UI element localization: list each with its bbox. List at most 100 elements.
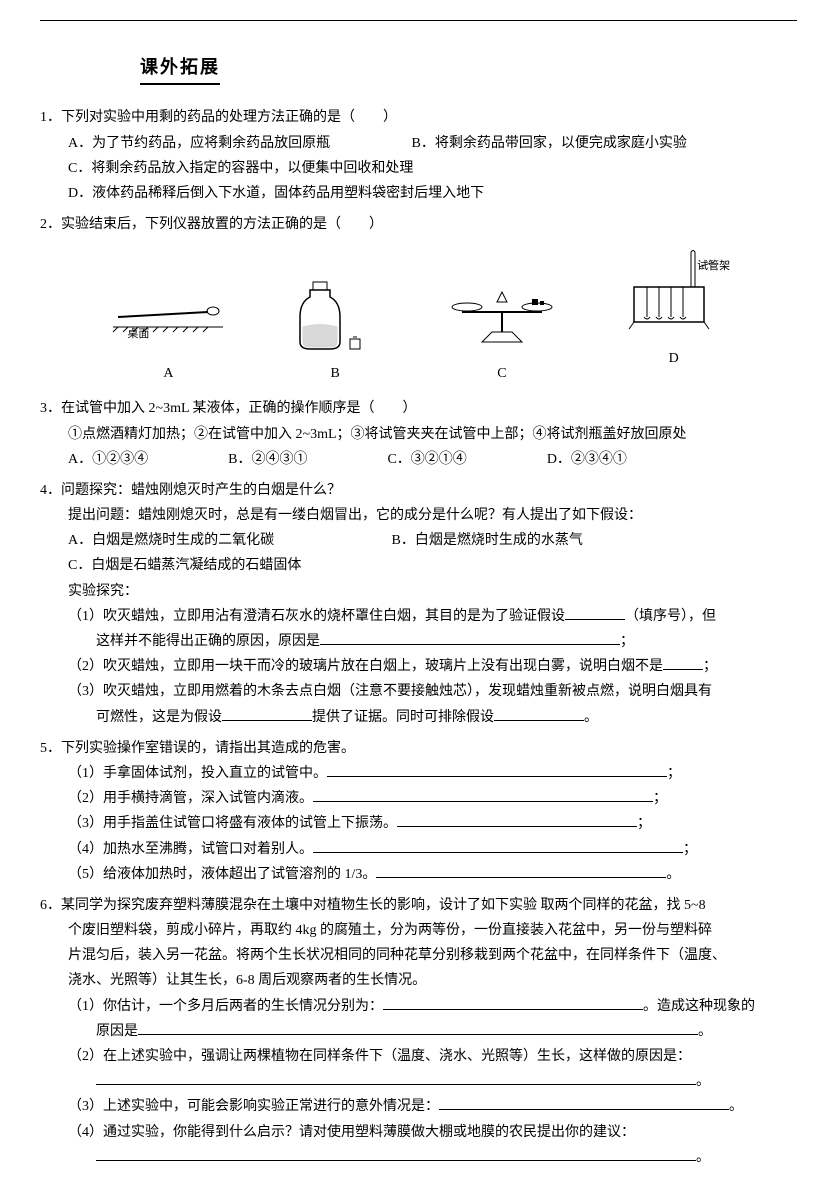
blank [313, 801, 653, 802]
q4-explore: 实验探究： [68, 579, 797, 604]
q4-s1b: （填序号），但 [625, 609, 716, 624]
q2-imgC: C [442, 277, 562, 386]
q1-optD: D．液体药品稀释后倒入下水道，固体药品用塑料袋密封后埋入地下 [68, 181, 797, 206]
q5-s2: （2）用手横持滴管，深入试管内滴液。 ； [68, 786, 797, 811]
q3-optA: A．①②③④ [68, 447, 148, 472]
q4-hyps: A．白烟是燃烧时生成的二氧化碳 B．白烟是燃烧时生成的水蒸气 [68, 528, 797, 553]
q4-stem: 4．问题探究：蜡烛刚熄灭时产生的白烟是什么？ [40, 478, 797, 503]
q4-propose: 提出问题：蜡烛刚熄灭时，总是有一缕白烟冒出，它的成分是什么呢？有人提出了如下假设… [68, 503, 797, 528]
q2-imgD: 试管架 D [619, 247, 729, 386]
blank [96, 1084, 696, 1085]
q1-optC: C．将剩余药品放入指定的容器中，以便集中回收和处理 [68, 156, 797, 181]
blank [313, 852, 683, 853]
q5-s4: （4）加热水至沸腾，试管口对着别人。； [68, 837, 797, 862]
q6-stem: 6．某同学为探究废弃塑料薄膜混杂在土壤中对植物生长的影响，设计了如下实验 取两个… [40, 893, 797, 918]
q4-sub1: （1）吹灭蜡烛，立即用沾有澄清石灰水的烧杯罩住白烟，其目的是为了验证假设（填序号… [68, 604, 797, 629]
blank [663, 669, 703, 670]
q2-labelD: D [619, 346, 729, 371]
q3-optD: D．②③④① [547, 447, 627, 472]
q5-s5: （5）给液体加热时，液体超出了试管溶剂的 1/3。 。 [68, 862, 797, 887]
blank [439, 1109, 729, 1110]
q1-optA: A．为了节约药品，应将剩余药品放回原瓶 [68, 131, 408, 156]
q6-s4a: （4）通过实验，你能得到什么启示？请对使用塑料薄膜做大棚或地膜的农民提出你的建议… [68, 1125, 635, 1140]
q5-stem: 5．下列实验操作室错误的，请指出其造成的危害。 [40, 736, 797, 761]
question-5: 5．下列实验操作室错误的，请指出其造成的危害。 （1）手拿固体试剂，投入直立的试… [40, 736, 797, 887]
bottle-icon [285, 277, 385, 357]
semi: ； [653, 791, 667, 806]
question-3: 3．在试管中加入 2~3mL 某液体，正确的操作顺序是（ ） ①点燃酒精灯加热；… [40, 396, 797, 472]
balance-icon [442, 277, 562, 357]
q6-s4b: 。 [96, 1145, 797, 1170]
period: 。 [696, 1150, 710, 1165]
blank [494, 720, 584, 721]
blank [222, 720, 312, 721]
q1-stem: 1．下列对实验中用剩的药品的处理方法正确的是（ ） [40, 105, 797, 130]
q4-hypA: A．白烟是燃烧时生成的二氧化碳 [68, 528, 388, 553]
question-4: 4．问题探究：蜡烛刚熄灭时产生的白烟是什么？ 提出问题：蜡烛刚熄灭时，总是有一缕… [40, 478, 797, 730]
q4-sub2: （2）吹灭蜡烛，立即用一块干而冷的玻璃片放在白烟上，玻璃片上没有出现白雾，说明白… [68, 654, 797, 679]
q6-s3a: （3）上述实验中，可能会影响实验正常进行的意外情况是： [68, 1099, 439, 1114]
question-6: 6．某同学为探究废弃塑料薄膜混杂在土壤中对植物生长的影响，设计了如下实验 取两个… [40, 893, 797, 1170]
q4-sub3: （3）吹灭蜡烛，立即用燃着的木条去点白烟（注意不要接触烛芯），发现蜡烛重新被点燃… [68, 679, 797, 704]
q6-l2: 个废旧塑料袋，剪成小碎片，再取约 4kg 的腐殖土，分为两等份，一份直接装入花盆… [68, 918, 797, 943]
q6-s1c-text: 原因是 [96, 1024, 138, 1039]
q2-labelA: A [108, 361, 228, 386]
question-1: 1．下列对实验中用剩的药品的处理方法正确的是（ ） A．为了节约药品，应将剩余药… [40, 105, 797, 206]
q6-s2: （2）在上述实验中，强调让两棵植物在同样条件下（温度、浇水、光照等）生长，这样做… [68, 1044, 797, 1069]
q5-s1: （1）手拿固体试剂，投入直立的试管中。 ； [68, 761, 797, 786]
q5-s5-text: （5）给液体加热时，液体超出了试管溶剂的 1/3。 [68, 867, 376, 882]
q3-optB: B．②④③① [228, 447, 307, 472]
q5-s4-text: （4）加热水至沸腾，试管口对着别人。 [68, 842, 313, 857]
q4-sub1c: 这样并不能得出正确的原因，原因是 ； [96, 629, 797, 654]
q5-s3-text: （3）用手指盖住试管口将盛有液体的试管上下振荡。 [68, 816, 397, 831]
q2-images: 桌面 A B C [80, 247, 757, 386]
top-rule [40, 20, 797, 21]
title-text: 课外拓展 [140, 51, 220, 85]
q4-s1d: ； [620, 634, 634, 649]
q6-s1a: （1）你估计，一个多月后两者的生长情况分别为： [68, 999, 383, 1014]
q5-s3: （3）用手指盖住试管口将盛有液体的试管上下振荡。 ； [68, 811, 797, 836]
q4-s1c: 这样并不能得出正确的原因，原因是 [96, 634, 320, 649]
q1-optB: B．将剩余药品带回家，以便完成家庭小实验 [412, 136, 687, 151]
q4-s3a: （3）吹灭蜡烛，立即用燃着的木条去点白烟（注意不要接触烛芯），发现蜡烛重新被点燃… [68, 684, 712, 699]
period: 。 [698, 1024, 712, 1039]
q6-s4: （4）通过实验，你能得到什么启示？请对使用塑料薄膜做大棚或地膜的农民提出你的建议… [68, 1120, 797, 1145]
blank [327, 776, 667, 777]
blank [138, 1034, 698, 1035]
q6-l3: 片混匀后，装入另一花盆。将两个生长状况相同的同种花草分别移栽到两个花盆中，在同样… [68, 943, 797, 968]
q4-sub3b: 可燃性，这是为假设提供了证据。同时可排除假设。 [96, 705, 797, 730]
q6-s1: （1）你估计，一个多月后两者的生长情况分别为： 。造成这种现象的 [68, 994, 797, 1019]
q2-imgB: B [285, 277, 385, 386]
q4-hypB: B．白烟是燃烧时生成的水蒸气 [392, 533, 583, 548]
q3-stem: 3．在试管中加入 2~3mL 某液体，正确的操作顺序是（ ） [40, 396, 797, 421]
rack-label: 试管架 [659, 257, 769, 277]
q2-imgA: 桌面 A [108, 277, 228, 386]
q6-s1c: 原因是 。 [96, 1019, 797, 1044]
semi: ； [667, 766, 681, 781]
q4-s2b: ； [703, 659, 717, 674]
q6-l4: 浇水、光照等）让其生长，6-8 周后观察两者的生长情况。 [68, 968, 797, 993]
semi: ； [637, 816, 651, 831]
q2-labelC: C [442, 361, 562, 386]
q5-s1-text: （1）手拿固体试剂，投入直立的试管中。 [68, 766, 327, 781]
blank [397, 826, 637, 827]
period: 。 [696, 1074, 710, 1089]
blank [383, 1009, 643, 1010]
q5-s2-text: （2）用手横持滴管，深入试管内滴液。 [68, 791, 313, 806]
blank [96, 1160, 696, 1161]
q4-s3d: 。 [584, 710, 598, 725]
q4-s2a: （2）吹灭蜡烛，立即用一块干而冷的玻璃片放在白烟上，玻璃片上没有出现白雾，说明白… [68, 659, 663, 674]
q4-hypC: C．白烟是石蜡蒸汽凝结成的石蜡固体 [68, 553, 797, 578]
blank [376, 877, 666, 878]
q6-s3: （3）上述实验中，可能会影响实验正常进行的意外情况是：。 [68, 1094, 797, 1119]
blank [320, 644, 620, 645]
q6-s1b: 。造成这种现象的 [643, 999, 755, 1014]
period: 。 [666, 867, 680, 882]
q3-steps: ①点燃酒精灯加热；②在试管中加入 2~3mL；③将试管夹夹在试管中上部；④将试剂… [68, 422, 797, 447]
q6-s2b: 。 [96, 1069, 797, 1094]
q2-labelB: B [285, 361, 385, 386]
q4-s3b: 可燃性，这是为假设 [96, 710, 222, 725]
q1-options: A．为了节约药品，应将剩余药品放回原瓶 B．将剩余药品带回家，以便完成家庭小实验… [68, 131, 797, 207]
q3-optC: C．③②①④ [387, 447, 466, 472]
page-title: 课外拓展 [40, 51, 797, 105]
